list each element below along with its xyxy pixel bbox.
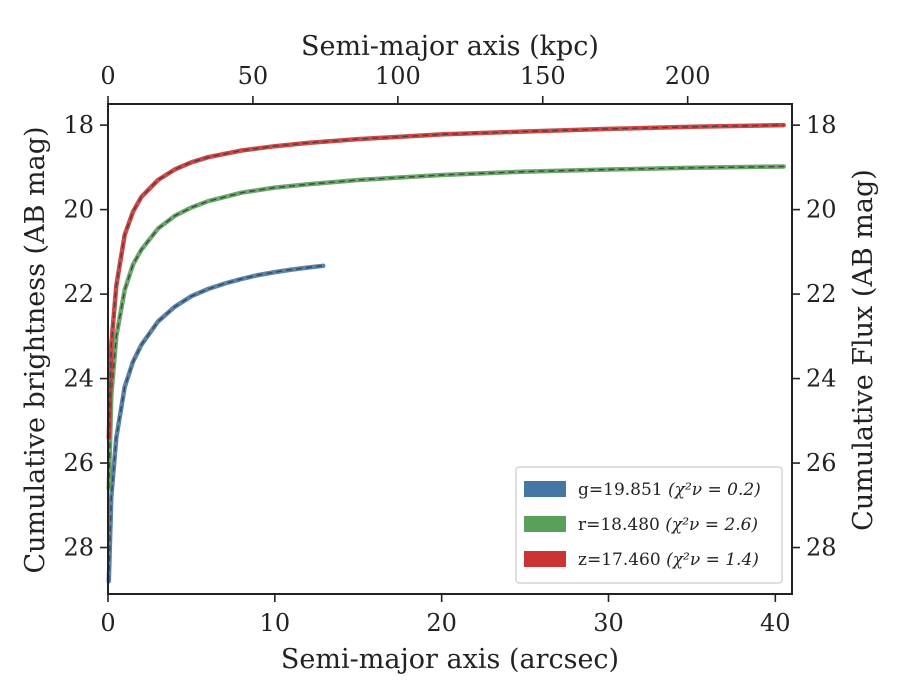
legend: g=19.851 (χ²ν = 0.2) r=18.480 (χ²ν = 2.6)… <box>515 466 783 584</box>
right-y-tick-label: 22 <box>806 280 837 308</box>
x-tick-label: 30 <box>593 609 624 637</box>
legend-label: r=18.480 (χ²ν = 2.6) <box>578 515 758 535</box>
legend-swatch-g <box>524 481 566 497</box>
right-y-tick-label: 20 <box>806 196 837 224</box>
y-tick-label: 24 <box>63 365 94 393</box>
top-x-tick-label: 50 <box>238 62 269 90</box>
top-x-tick-label: 150 <box>520 62 566 90</box>
legend-label: z=17.460 (χ²ν = 1.4) <box>578 550 759 570</box>
right-y-tick-label: 18 <box>806 111 837 139</box>
legend-label: g=19.851 (χ²ν = 0.2) <box>578 480 761 500</box>
top-x-axis-title: Semi-major axis (kpc) <box>301 31 599 62</box>
right-y-tick-label: 26 <box>806 449 837 477</box>
plot-frame <box>107 103 793 595</box>
ticks-layer: 0 10 20 30 40 0 50 100 150 200 18 18 20 20 22 22 24 24 26 2… <box>63 62 836 637</box>
model-fit-line-z <box>108 124 784 438</box>
right-y-tick-label: 28 <box>806 534 837 562</box>
x-tick-label: 40 <box>760 609 791 637</box>
x-axis-title: Semi-major axis (arcsec) <box>281 644 619 675</box>
model-fit-line-g <box>108 265 324 582</box>
top-x-tick-label: 0 <box>100 62 115 90</box>
series-line-z <box>106 122 786 440</box>
y-tick-label: 22 <box>63 280 94 308</box>
y-tick-label: 28 <box>63 534 94 562</box>
top-x-tick-label: 100 <box>375 62 421 90</box>
top-x-tick-label: 200 <box>665 62 711 90</box>
legend-swatch-r <box>524 516 566 532</box>
y-axis-title: Cumulative brightness (AB mag) <box>20 126 51 573</box>
y-tick-label: 26 <box>63 449 94 477</box>
y-tick-label: 18 <box>63 111 94 139</box>
curves-layer <box>106 122 786 584</box>
legend-swatch-z <box>524 551 566 567</box>
x-tick-label: 0 <box>100 609 115 637</box>
right-y-tick-label: 24 <box>806 365 837 393</box>
series-line-g <box>106 263 326 584</box>
right-y-axis-title: Cumulative Flux (AB mag) <box>848 169 879 531</box>
model-fit-line-r <box>108 165 784 489</box>
series-line-r <box>106 164 786 491</box>
y-tick-label: 20 <box>63 196 94 224</box>
x-tick-label: 10 <box>260 609 291 637</box>
legend-frame <box>515 466 783 584</box>
x-tick-label: 20 <box>426 609 457 637</box>
